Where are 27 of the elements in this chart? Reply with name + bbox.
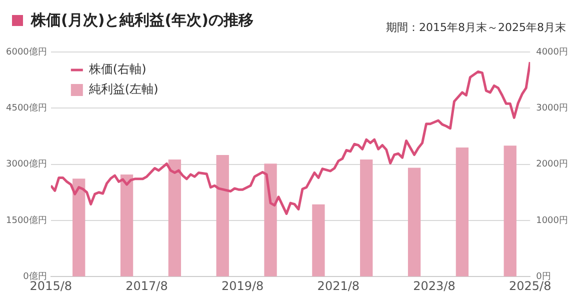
y2-tick-label: 3000円 bbox=[536, 103, 568, 114]
bar bbox=[360, 159, 373, 276]
y-tick-label: 0億円 bbox=[23, 270, 47, 282]
bar bbox=[456, 148, 469, 276]
y-tick-label: 4500億円 bbox=[6, 102, 47, 114]
y-tick-label: 3000億円 bbox=[6, 158, 47, 170]
chart-subtitle: 期間：2015年8月末～2025年8月末 bbox=[386, 20, 566, 35]
x-tick-label: 2023/8 bbox=[413, 278, 456, 293]
bar bbox=[504, 146, 516, 276]
y-tick-label: 6000億円 bbox=[6, 46, 47, 58]
x-tick-label: 2021/8 bbox=[317, 278, 360, 293]
bar bbox=[312, 204, 325, 276]
y-tick-label: 1500億円 bbox=[6, 214, 47, 226]
bar bbox=[72, 178, 86, 276]
bar bbox=[264, 164, 277, 276]
y2-tick-label: 4000円 bbox=[536, 47, 568, 58]
bar bbox=[120, 174, 134, 276]
x-tick-label: 2019/8 bbox=[221, 278, 264, 293]
y2-tick-label: 2000円 bbox=[536, 160, 568, 170]
y2-tick-label: 1000円 bbox=[536, 216, 568, 226]
x-tick-label: 2017/8 bbox=[126, 278, 168, 293]
chart-title: 株価(月次)と純利益(年次)の推移 bbox=[31, 11, 254, 30]
bar bbox=[168, 159, 182, 276]
bar bbox=[216, 154, 229, 276]
legend-label: 株価(右軸) bbox=[88, 62, 146, 76]
legend-label: 純利益(左軸) bbox=[88, 82, 158, 96]
bar bbox=[408, 168, 421, 276]
